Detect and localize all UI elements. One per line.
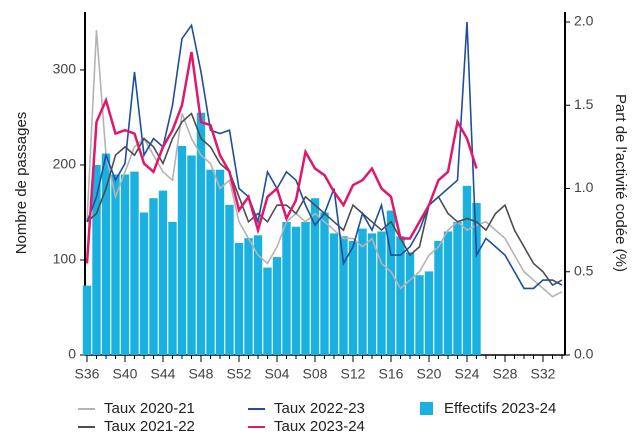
bar [339,236,348,355]
bar [206,169,215,355]
bar [111,174,120,355]
bar [320,212,329,355]
x-tick-label: S52 [227,366,252,382]
x-tick-label: S08 [303,366,328,382]
line [86,30,563,298]
bar [310,198,320,355]
bar [358,228,367,355]
y2-axis-title: Part de l'activité codée (%) [612,94,629,272]
bar [462,185,472,355]
bar [92,164,101,355]
y2-tick-label: 2.0 [574,13,594,29]
bar [130,171,139,355]
x-tick-label: S20 [417,366,442,382]
bar [291,226,301,355]
bar [329,233,339,355]
x-tick-label: S24 [455,366,480,382]
x-tick-label: S12 [341,366,366,382]
bar [434,240,443,355]
bar [139,212,149,355]
bar [82,285,92,355]
x-tick-label: S44 [151,366,176,382]
y2-tick-label: 0.0 [574,346,594,362]
bar [196,112,206,355]
bar [149,198,158,355]
y2-tick-label: 1.5 [574,96,594,112]
legend-label: Taux 2023-24 [274,418,365,435]
legend-label: Taux 2020-21 [104,400,195,417]
x-tick-label: S04 [265,366,290,382]
legend-label: Taux 2022-23 [274,400,365,417]
x-tick-label: S28 [493,366,518,382]
x-tick-label: S16 [379,366,404,382]
x-tick-label: S40 [113,366,138,382]
bar [215,169,225,355]
y-axis-title: Nombre de passages [13,112,30,255]
bar [187,155,196,355]
bar [120,174,130,355]
bar [453,221,462,355]
legend-swatch [420,402,433,415]
y-tick-label: 300 [53,61,77,77]
bar [177,145,187,355]
x-tick-label: S36 [75,366,100,382]
bar [282,221,291,355]
y-tick-label: 200 [53,156,77,172]
bar [272,257,282,355]
y-tick-label: 100 [53,251,77,267]
y-tick-label: 0 [68,346,76,362]
x-tick-label: S48 [189,366,214,382]
bar [234,242,244,355]
bar [396,236,405,355]
bar [424,271,434,355]
bar [415,275,424,355]
bar [101,153,111,355]
bar [263,267,272,355]
bar [386,210,396,355]
bar [405,252,415,355]
bar [472,202,481,355]
legend-label: Effectifs 2023-24 [444,400,556,417]
bar [367,233,377,355]
bar [225,204,234,355]
x-tick-label: S32 [531,366,556,382]
y2-tick-label: 0.5 [574,262,594,278]
bar [253,235,263,355]
bar [377,231,386,355]
bar [348,240,358,355]
bar [301,221,310,355]
line [85,51,478,264]
bar [158,190,168,355]
bar [443,231,453,355]
y2-tick-label: 1.0 [574,179,594,195]
line [86,21,563,290]
legend-label: Taux 2021-22 [104,418,195,435]
bar [168,221,177,355]
bar [244,238,253,355]
